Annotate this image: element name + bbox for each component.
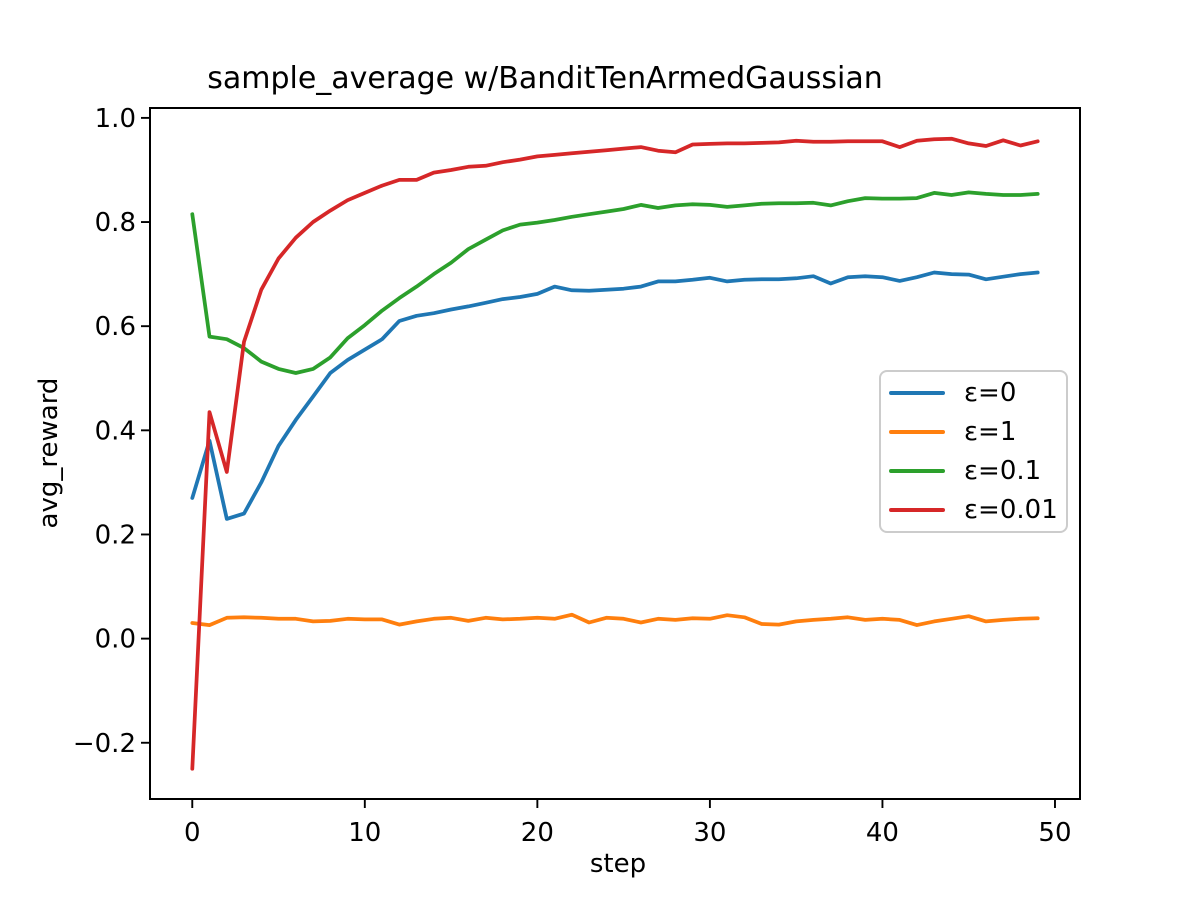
legend-swatch-eps-1 (889, 430, 945, 435)
y-tick-label: 0.2 (95, 520, 136, 550)
x-tick-label: 0 (184, 818, 201, 848)
series-line-eps-1 (190, 612, 1040, 627)
x-tick-label: 40 (866, 818, 899, 848)
plot-frame (149, 107, 1081, 800)
x-tick-label: 30 (693, 818, 726, 848)
legend-label-eps-1: ε=1 (964, 417, 1017, 448)
legend-label-eps-0.01: ε=0.01 (964, 494, 1058, 525)
chart-title: sample_average w/BanditTenArmedGaussian (207, 61, 883, 96)
legend: ε=0 ε=1 ε=0.1 ε=0.01 (879, 370, 1068, 533)
legend-item-eps-1: ε=1 (881, 413, 1066, 452)
x-tick-label: 20 (521, 818, 554, 848)
y-tick-label: 0.6 (95, 312, 136, 342)
x-axis-label: step (589, 849, 647, 879)
legend-item-eps-0: ε=0 (881, 374, 1066, 413)
legend-label-eps-0.1: ε=0.1 (964, 455, 1042, 486)
y-tick-label: 0.4 (95, 416, 136, 446)
series-line-eps-0.01 (190, 136, 1040, 771)
legend-label-eps-0: ε=0 (964, 378, 1017, 409)
legend-item-eps-0.1: ε=0.1 (881, 452, 1066, 491)
legend-swatch-eps-0.1 (889, 468, 945, 473)
y-tick-label: 0.8 (95, 208, 136, 238)
legend-swatch-eps-0 (889, 391, 945, 396)
legend-item-eps-0.01: ε=0.01 (881, 490, 1066, 529)
y-tick-label: 0.0 (95, 625, 136, 655)
legend-swatch-eps-0.01 (889, 507, 945, 512)
series-line-eps-0 (190, 270, 1040, 521)
y-tick-label: −0.2 (73, 729, 136, 759)
x-tick-label: 10 (348, 818, 381, 848)
y-tick-label: 1.0 (95, 104, 136, 134)
x-tick-label: 50 (1038, 818, 1071, 848)
series-line-eps-0.1 (190, 190, 1040, 375)
